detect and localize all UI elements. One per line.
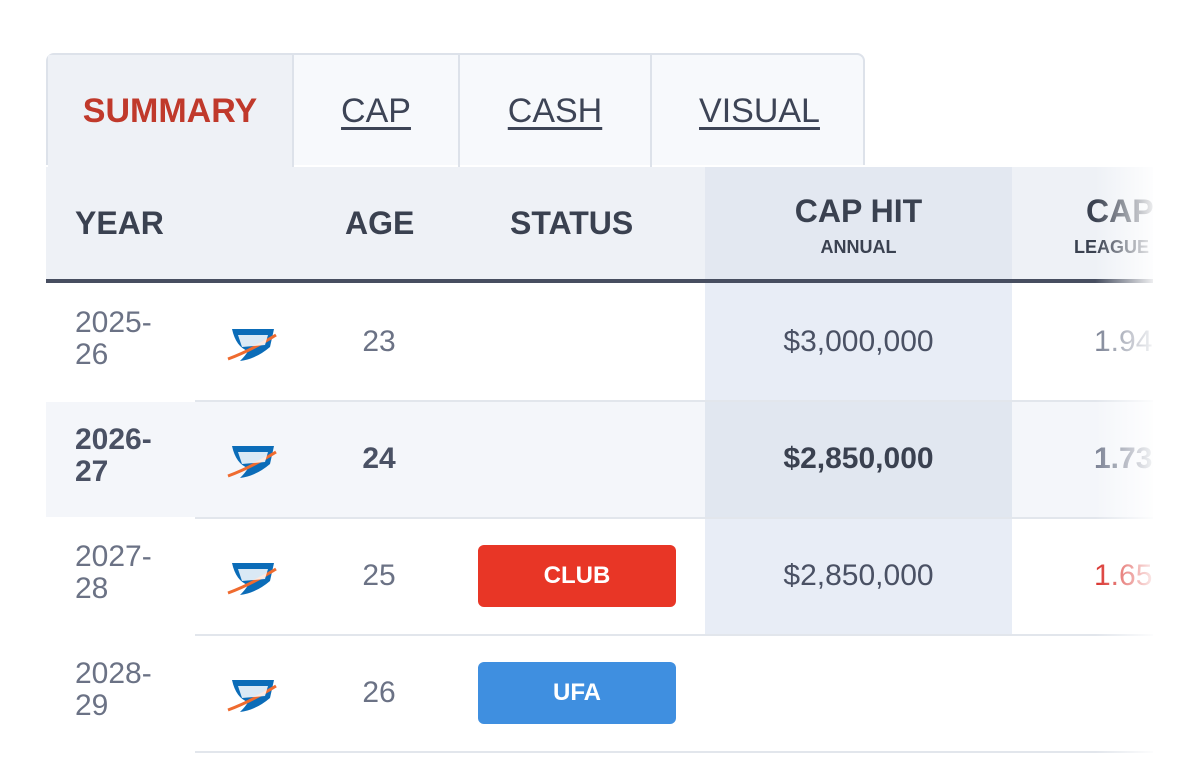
tab-bar: SUMMARY CAP CASH VISUAL [46,53,867,167]
tab[interactable]: CAP [292,55,458,167]
header-cap-hit: CAP HIT [705,193,1012,230]
team-logo [227,680,277,712]
cap-hit-cell: $2,850,000 [783,442,934,475]
row-divider [195,517,1153,519]
age-cell: 24 [362,442,396,475]
year-cell: 2027-28 [75,540,152,605]
year-cell: 2025-26 [75,306,152,371]
tab[interactable]: SUMMARY [48,55,292,167]
header-age: AGE [345,205,415,241]
status-badge: CLUB [478,545,676,607]
team-logo [227,563,277,595]
tab[interactable]: VISUAL [650,55,867,167]
header-cap-hit-sub: ANNUAL [820,237,897,257]
year-cell: 2026-27 [75,423,152,488]
row-divider [195,400,1153,402]
row-divider [195,751,1153,753]
header-status: STATUS [510,205,634,241]
team-logo [227,329,277,361]
header-year: YEAR [75,205,164,241]
year-cell: 2028-29 [75,657,152,722]
scroll-fade [1095,167,1153,757]
table-row [46,402,1153,517]
row-divider [195,634,1153,636]
tab[interactable]: CASH [458,55,650,167]
cap-hit-cell: $3,000,000 [783,325,934,358]
age-cell: 26 [362,676,396,709]
team-logo [227,446,277,478]
age-cell: 23 [362,325,396,358]
age-cell: 25 [362,559,396,592]
status-badge: UFA [478,662,676,724]
cap-hit-cell: $2,850,000 [783,559,934,592]
